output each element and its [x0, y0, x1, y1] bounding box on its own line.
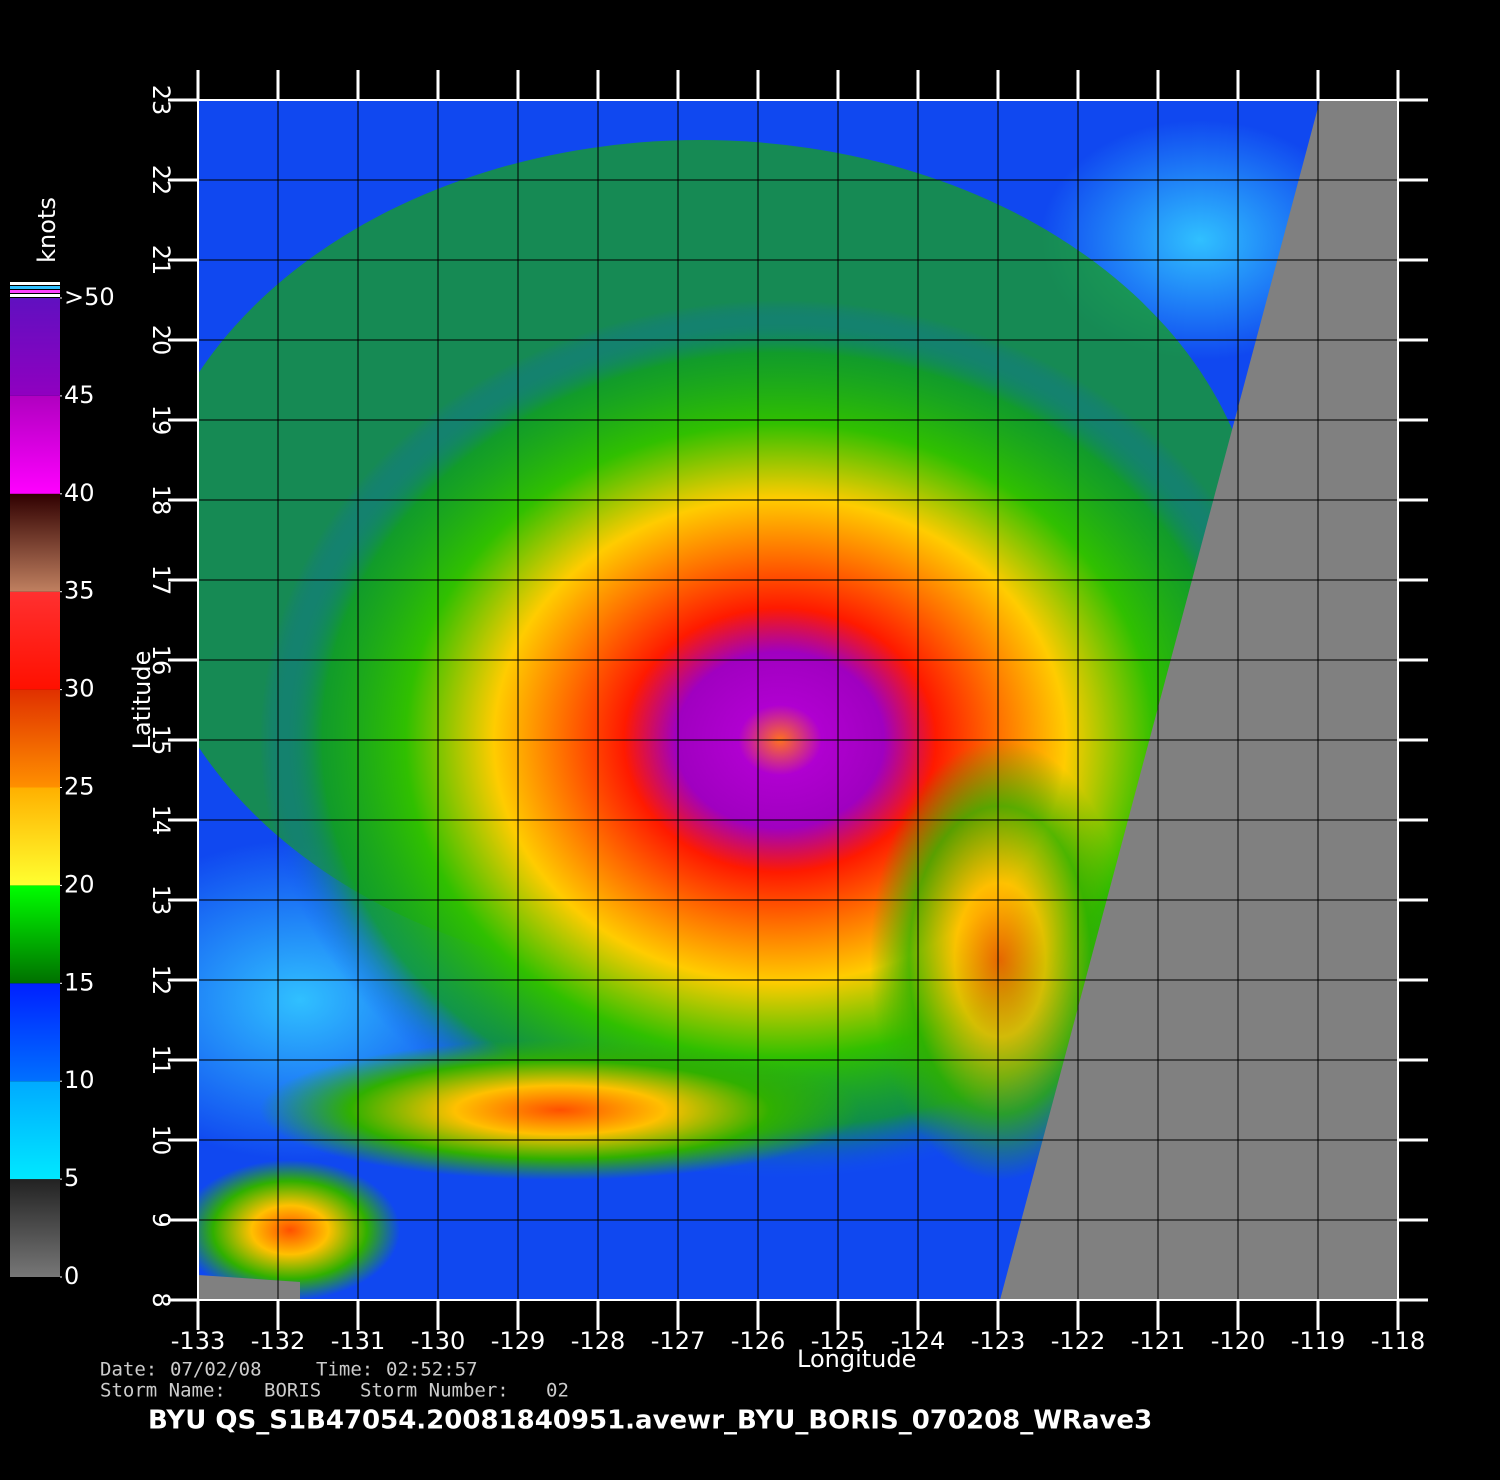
colorbar-tick-label: 5 [64, 1164, 79, 1192]
colorbar-cap [10, 282, 60, 285]
y-tick-label: 13 [147, 885, 175, 916]
colorbar-segment [10, 1081, 60, 1180]
colorbar-segment [10, 395, 60, 494]
x-tick-label: -129 [491, 1327, 545, 1355]
colorbar-tick-label: 30 [64, 675, 95, 703]
colorbar-tick-label: 25 [64, 773, 95, 801]
x-tick-label: -128 [571, 1327, 625, 1355]
colorbar-segment [10, 298, 60, 396]
y-tick-label: 21 [147, 245, 175, 276]
y-tick-label: 20 [147, 325, 175, 356]
x-axis-label: Longitude [797, 1345, 916, 1373]
y-tick-label: 15 [147, 725, 175, 756]
y-tick-label: 22 [147, 165, 175, 196]
y-tick-label: 17 [147, 565, 175, 596]
x-tick-label: -118 [1371, 1327, 1425, 1355]
colorbar-tick-label: >50 [64, 283, 115, 311]
plot-frame [197, 99, 1399, 1301]
x-tick-label: -124 [891, 1327, 945, 1355]
date-label: Date: [100, 1359, 157, 1381]
y-tick-label: 16 [147, 645, 175, 676]
storm-number: 02 [546, 1380, 569, 1402]
x-tick-label: -130 [411, 1327, 465, 1355]
x-tick-label: -121 [1131, 1327, 1185, 1355]
time-label: Time: [316, 1359, 373, 1381]
y-tick-label: 19 [147, 405, 175, 436]
time: 02:52:57 [386, 1359, 478, 1381]
colorbar-segment [10, 591, 60, 690]
y-tick-label: 18 [147, 485, 175, 516]
y-tick-label: 12 [147, 965, 175, 996]
x-tick-label: -133 [171, 1327, 225, 1355]
colorbar-segment [10, 885, 60, 984]
y-tick-label: 10 [147, 1125, 175, 1156]
x-tick-label: -127 [651, 1327, 705, 1355]
y-tick-label: 23 [147, 85, 175, 116]
colorbar-tick-label: 35 [64, 577, 95, 605]
colorbar-tick-label: 40 [64, 479, 95, 507]
x-tick-label: -125 [811, 1327, 865, 1355]
colorbar-segment [10, 689, 60, 788]
colorbar-tick-label: 0 [64, 1262, 79, 1290]
storm-number-label: Storm Number: [360, 1380, 509, 1402]
date: 07/02/08 [170, 1359, 262, 1381]
colorbar-cap [10, 290, 60, 293]
colorbar-tick-label: 10 [64, 1066, 95, 1094]
x-tick-label: -122 [1051, 1327, 1105, 1355]
storm-name-label: Storm Name: [100, 1380, 226, 1402]
colorbar-cap [10, 294, 60, 297]
storm-name: BORIS [264, 1380, 321, 1402]
x-tick-label: -120 [1211, 1327, 1265, 1355]
y-tick-label: 9 [147, 1212, 175, 1227]
colorbar-segment [10, 983, 60, 1082]
colorbar-tick-label: 20 [64, 870, 95, 898]
file-name: BYU QS_S1B47054.20081840951.avewr_BYU_BO… [148, 1406, 1152, 1436]
colorbar-title: knots [33, 197, 61, 263]
colorbar-segment [10, 493, 60, 592]
colorbar-segment [10, 787, 60, 886]
x-tick-label: -123 [971, 1327, 1025, 1355]
y-tick-label: 8 [147, 1292, 175, 1307]
y-tick-label: 11 [147, 1045, 175, 1076]
x-tick-label: -126 [731, 1327, 785, 1355]
colorbar-tick-label: 15 [64, 968, 95, 996]
x-tick-label: -119 [1291, 1327, 1345, 1355]
colorbar-tick-label: 45 [64, 381, 95, 409]
x-tick-label: -132 [251, 1327, 305, 1355]
y-tick-label: 14 [147, 805, 175, 836]
y-axis-label: Latitude [128, 651, 156, 750]
colorbar-cap [10, 286, 60, 289]
x-tick-label: -131 [331, 1327, 385, 1355]
colorbar-segment [10, 1179, 60, 1277]
